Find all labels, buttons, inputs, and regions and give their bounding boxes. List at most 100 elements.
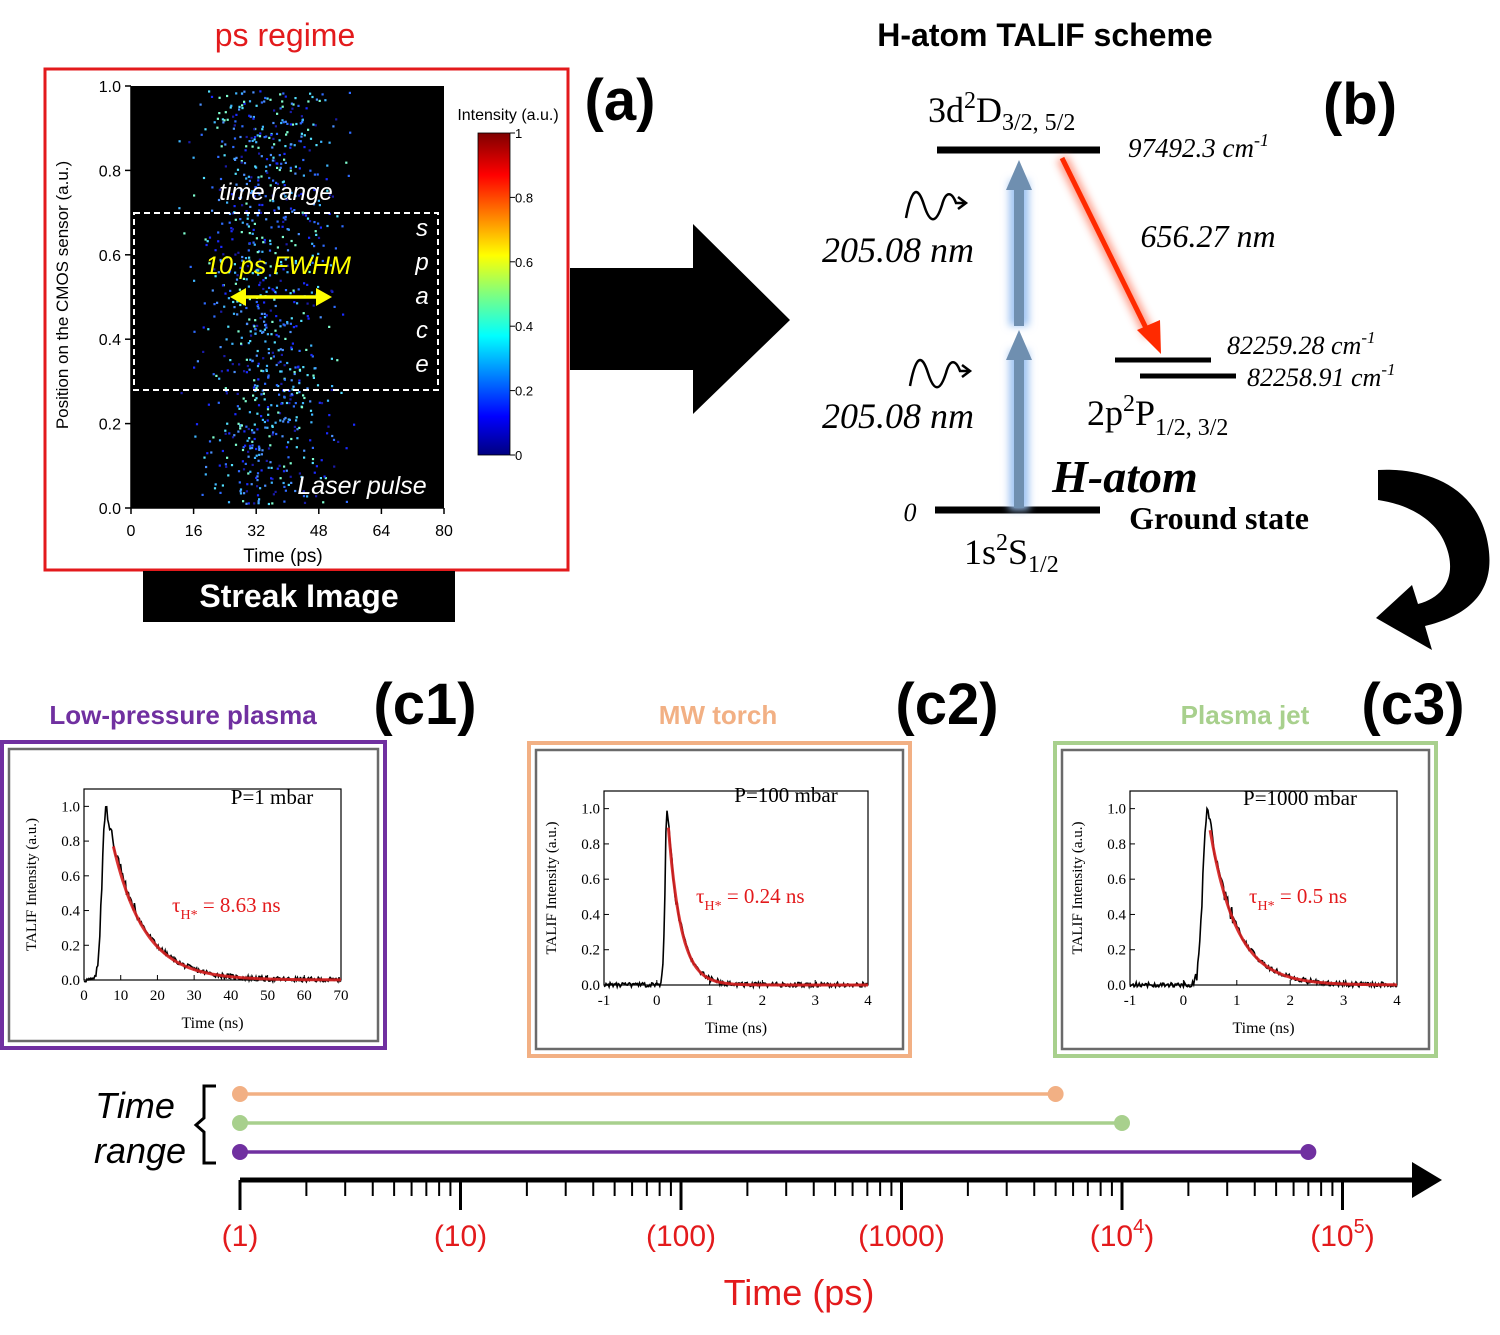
streak-speckle [268,176,271,180]
streak-speckle [289,123,292,126]
streak-speckle [311,242,314,245]
streak-speckle [306,315,309,318]
streak-speckle [256,134,259,137]
streak-speckle [204,473,207,476]
streak-speckle [284,161,287,164]
inset-ytick-label: 0.6 [61,869,80,885]
streak-speckle [221,222,224,225]
streak-speckle [274,292,277,295]
streak-speckle [277,225,280,228]
streak-speckle [247,342,250,345]
streak-speckle [309,400,312,403]
streak-speckle [291,210,294,213]
streak-speckle [281,235,284,239]
streak-speckle [261,331,264,334]
streak-speckle [236,274,239,277]
inset-xtick-label: 60 [297,988,312,1004]
species-label: H-atom [1051,451,1198,502]
streak-speckle [210,451,213,454]
inset-xtick-label: 2 [1286,993,1294,1009]
streak-speckle [286,321,289,324]
streak-speckle [252,115,255,119]
streak-speckle [259,271,263,274]
streak-speckle [248,318,251,321]
streak-speckle [211,289,214,292]
excitation-arrow-upper [1006,160,1032,326]
streak-speckle [251,463,254,466]
streak-speckle [231,363,234,366]
panel-a-ylabel: Position on the CMOS sensor (a.u.) [53,161,72,429]
streak-speckle [284,195,287,198]
streak-speckle [285,243,288,246]
streak-speckle [257,273,260,276]
time-range-end [1047,1086,1064,1102]
streak-speckle [279,325,282,328]
streak-speckle [288,389,291,392]
streak-speckle [293,371,296,374]
streak-speckle [246,439,249,442]
streak-speckle [282,121,285,124]
streak-speckle [253,243,256,246]
streak-speckle [255,237,258,240]
streak-speckle [267,374,270,377]
inset-ytick-label: 0.6 [1107,872,1126,888]
streak-speckle [263,241,267,244]
streak-speckle [286,361,289,365]
streak-speckle [258,209,261,212]
streak-speckle [294,97,297,100]
streak-speckle [248,411,251,414]
streak-speckle [196,360,199,363]
streak-speckle [239,488,243,491]
streak-speckle [240,160,243,163]
streak-speckle [261,250,264,253]
streak-speckle [257,459,260,462]
streak-speckle [289,462,292,465]
inset-ytick-label: 0.0 [581,978,600,994]
streak-speckle [281,119,284,122]
streak-speckle [290,102,293,105]
timeline-axis-title: Time (ps) [724,1272,875,1313]
streak-speckle [219,346,222,349]
panel-a-ytick-label: 0.2 [99,417,121,434]
streak-speckle [267,348,270,351]
streak-speckle [313,173,316,176]
streak-speckle [223,355,226,358]
streak-speckle [239,196,243,199]
streak-speckle [251,145,254,148]
streak-speckle [292,326,295,329]
streak-speckle [278,139,281,142]
streak-speckle [326,399,330,402]
streak-speckle [286,249,290,252]
streak-speckle [224,429,227,432]
streak-speckle [317,236,321,239]
streak-speckle [291,264,294,267]
streak-speckle [267,413,270,416]
streak-speckle [231,228,234,231]
streak-speckle [309,439,312,442]
colorbar-ticks: 0 0.2 0.4 0.6 0.8 1 [510,126,533,463]
streak-speckle [244,462,247,465]
streak-speckle [308,220,312,223]
streak-speckle [290,191,293,194]
streak-speckle [230,230,233,233]
streak-speckle [221,140,224,143]
streak-speckle [302,394,305,397]
streak-speckle [311,413,314,416]
streak-speckle [253,195,256,198]
streak-speckle [272,179,275,182]
streak-speckle [304,214,308,217]
streak-speckle [290,393,293,396]
streak-speckle [290,346,293,349]
colorbar-tick-label: 0 [515,448,522,463]
streak-speckle [236,313,239,316]
streak-speckle [333,465,336,468]
streak-speckle [219,258,222,262]
streak-speckle [226,456,229,459]
panel-a-xlabel: Time (ps) [243,546,323,567]
inset-xlabel: Time (ns) [705,1020,767,1037]
streak-speckle [243,102,246,105]
streak-speckle [282,216,285,219]
streak-speckle [295,416,298,419]
streak-speckle [336,359,339,362]
